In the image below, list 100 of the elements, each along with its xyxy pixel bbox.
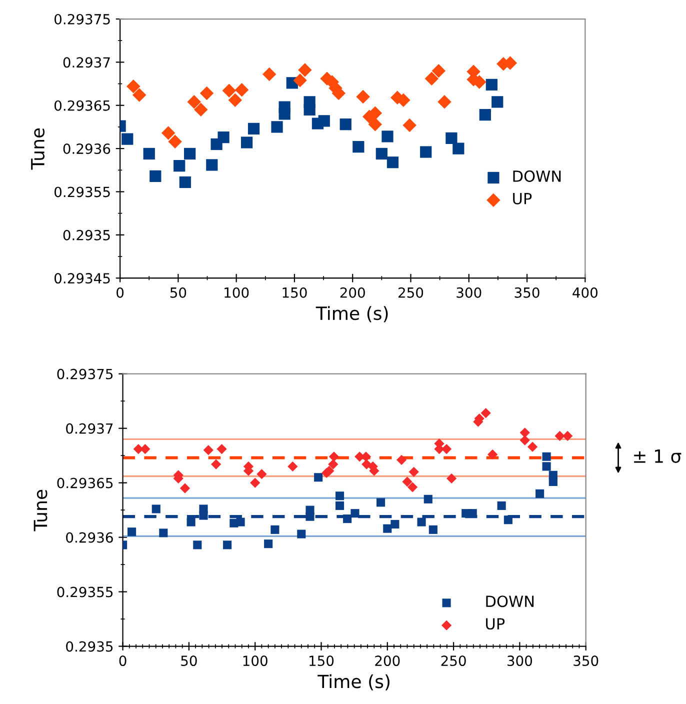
x-axis-title: Time (s)	[316, 306, 388, 322]
y-tick-label: 0.2936	[66, 532, 113, 543]
point	[179, 176, 191, 188]
y-tick-label: 0.29365	[57, 478, 113, 488]
point	[187, 95, 201, 109]
point	[446, 473, 457, 484]
point	[168, 134, 182, 149]
x-tick-label: 100	[243, 656, 268, 666]
point	[318, 115, 330, 127]
point	[304, 104, 316, 116]
point	[248, 122, 260, 134]
point	[314, 473, 323, 482]
x-tick-label: 150	[310, 656, 334, 666]
point	[132, 88, 146, 102]
point	[218, 132, 230, 144]
point	[211, 459, 222, 470]
text: ± 1 σ	[634, 450, 682, 463]
point	[126, 79, 140, 94]
point	[298, 63, 312, 77]
x-tick-label: 350	[574, 656, 598, 666]
point	[548, 477, 558, 486]
x-tick-label: 100	[224, 287, 249, 298]
point	[250, 478, 260, 488]
point	[350, 509, 360, 518]
x-tick-label: 50	[181, 656, 197, 666]
point	[382, 130, 394, 142]
point	[143, 148, 155, 160]
point	[128, 528, 136, 536]
point	[236, 518, 245, 526]
point	[222, 84, 236, 98]
point	[376, 498, 386, 507]
x-tick-label: 50	[170, 287, 186, 298]
point	[402, 118, 416, 132]
point	[497, 501, 506, 510]
y-axis-title: Tune	[34, 490, 48, 532]
point	[428, 525, 438, 534]
x-tick-label: 350	[514, 287, 540, 298]
x-tick-label: 400	[572, 287, 598, 298]
point	[480, 408, 491, 418]
point	[520, 428, 530, 438]
x-tick-label: 0	[119, 656, 126, 666]
point	[193, 540, 202, 550]
point	[343, 514, 352, 524]
x-tick-label: 200	[375, 656, 400, 666]
point	[383, 524, 392, 533]
point	[520, 435, 530, 446]
point	[278, 108, 290, 120]
point	[328, 459, 338, 470]
x-axis-title: Time (s)	[318, 674, 390, 690]
point	[184, 148, 196, 160]
point	[262, 67, 276, 82]
legend-label: UP	[486, 618, 505, 630]
point	[200, 86, 214, 100]
point	[159, 528, 168, 538]
point	[234, 82, 249, 97]
point	[186, 518, 196, 526]
point	[297, 530, 306, 538]
point	[271, 121, 283, 133]
point	[288, 461, 298, 472]
point	[264, 540, 273, 548]
y-tick-label: 0.29375	[54, 14, 110, 24]
point	[194, 102, 208, 117]
point	[432, 64, 446, 78]
point	[486, 78, 498, 90]
point	[542, 462, 551, 471]
point	[293, 73, 307, 88]
x-tick-label: 200	[340, 287, 365, 298]
point	[152, 504, 160, 514]
point	[240, 136, 253, 148]
point	[492, 96, 504, 108]
point	[180, 483, 190, 494]
point	[122, 133, 134, 145]
x-tick-label: 0	[116, 287, 124, 298]
point	[408, 466, 419, 477]
legend-label: UP	[513, 193, 532, 204]
point	[368, 117, 382, 132]
point	[256, 469, 267, 480]
point	[203, 445, 214, 456]
point	[352, 141, 364, 153]
point	[402, 476, 412, 487]
point	[504, 516, 512, 524]
point	[390, 520, 400, 528]
point	[335, 492, 344, 500]
y-tick-label: 0.2937	[63, 57, 110, 68]
point	[452, 142, 464, 154]
point	[356, 90, 370, 104]
point	[424, 72, 439, 86]
point	[161, 126, 176, 140]
x-tick-label: 250	[398, 287, 424, 298]
point	[417, 518, 426, 526]
point	[424, 494, 432, 504]
point	[340, 118, 352, 130]
legend-label: DOWN	[513, 170, 561, 182]
x-tick-label: 250	[441, 656, 466, 666]
point	[199, 511, 208, 520]
y-tick-label: 0.29375	[57, 368, 113, 380]
point	[536, 489, 544, 498]
point	[206, 159, 218, 171]
y-tick-label: 0.29345	[54, 273, 110, 284]
point	[446, 132, 458, 144]
